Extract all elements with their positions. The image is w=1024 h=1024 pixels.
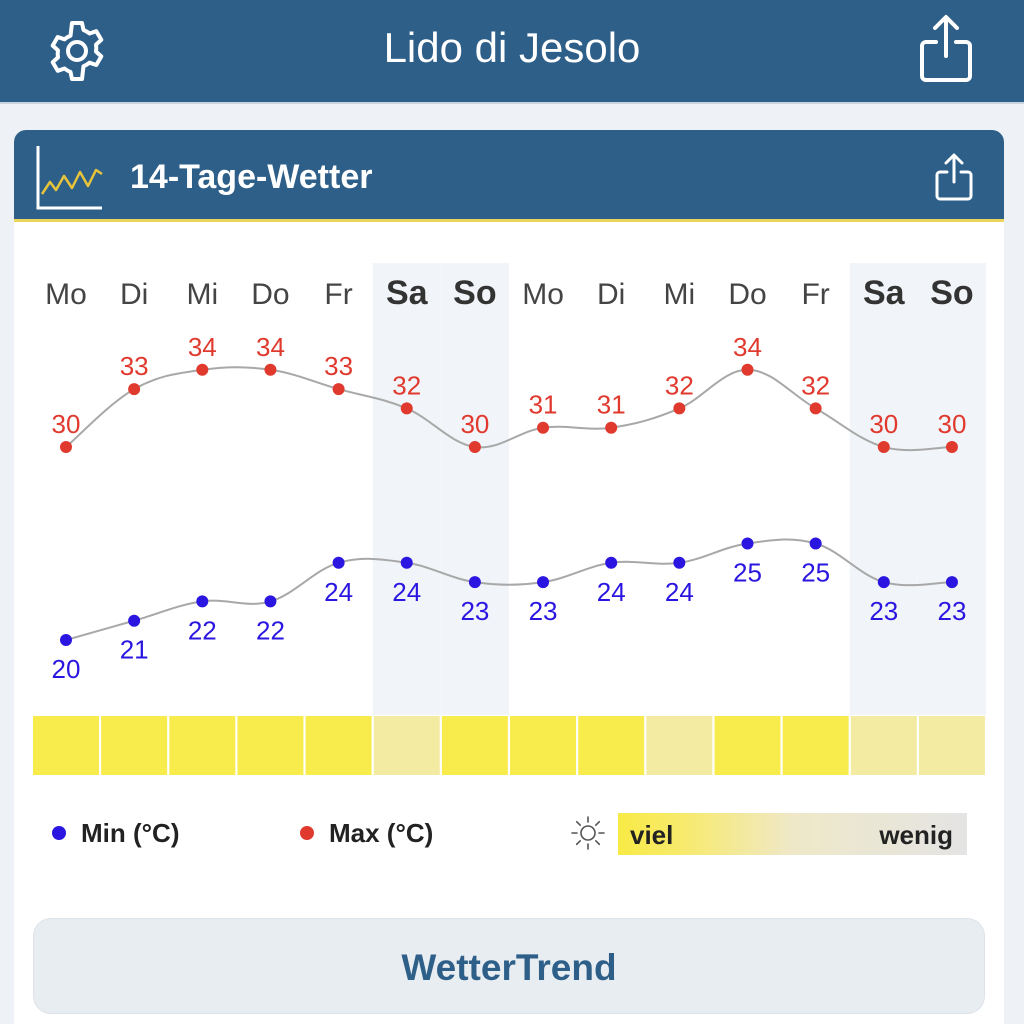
card-title: 14-Tage-Wetter	[130, 158, 373, 196]
legend-max: Max (°C)	[300, 812, 500, 856]
sunshine-scale: viel wenig	[618, 813, 967, 855]
card-header: 14-Tage-Wetter	[14, 130, 1004, 222]
line-chart-icon	[36, 146, 103, 210]
forecast-card: 14-Tage-Wetter	[14, 130, 1004, 1024]
legend-min-label: Min (°C)	[81, 818, 180, 848]
wettertrend-button[interactable]: WetterTrend	[33, 918, 985, 1014]
legend-min-dot	[52, 826, 66, 840]
legend-min: Min (°C)	[52, 812, 252, 856]
sunshine-low-label: wenig	[879, 820, 953, 850]
wettertrend-button-label: WetterTrend	[401, 947, 617, 988]
sun-icon	[571, 816, 605, 850]
legend-max-dot	[300, 826, 314, 840]
share-icon[interactable]	[916, 12, 976, 84]
gear-icon[interactable]	[44, 18, 110, 84]
location-title: Lido di Jesolo	[383, 24, 641, 71]
sunshine-high-label: viel	[630, 820, 674, 850]
legend-max-label: Max (°C)	[329, 818, 434, 848]
card-share-icon[interactable]	[934, 152, 974, 202]
app-header: Lido di Jesolo	[0, 0, 1024, 104]
